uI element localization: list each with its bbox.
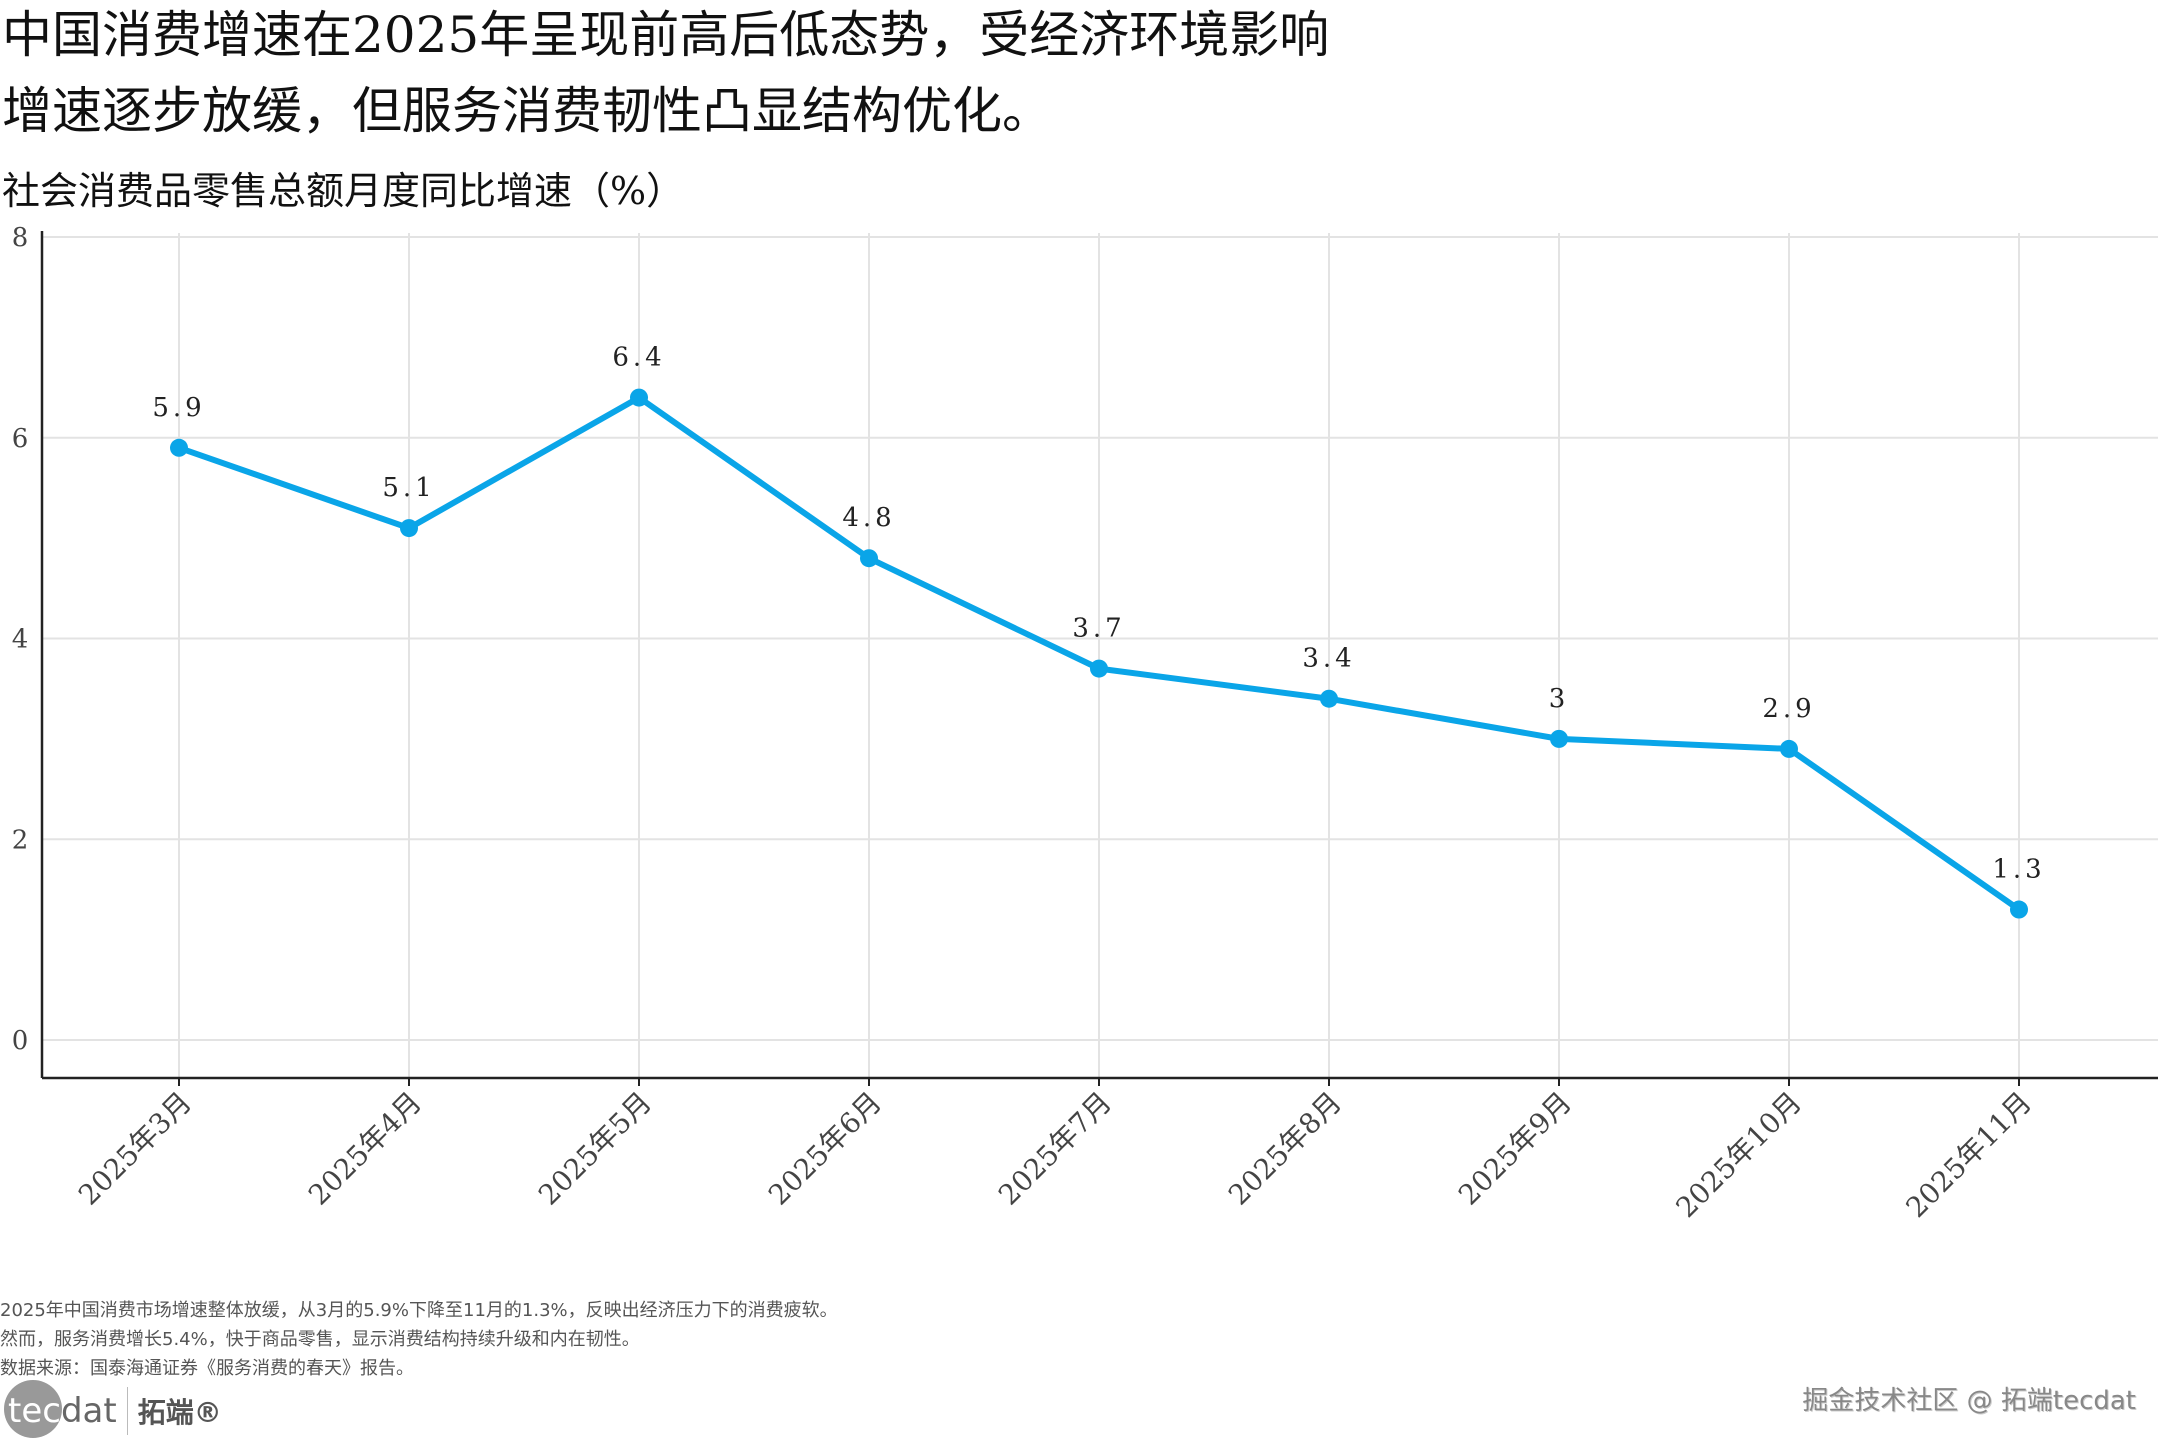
x-tick-label: 2025年10月	[1669, 1086, 1808, 1225]
data-point	[1550, 729, 1568, 748]
data-point	[860, 549, 878, 568]
note-source: 数据来源：国泰海通证券《服务消费的春天》报告。	[0, 1358, 414, 1379]
note-2: 然而，服务消费增长5.4%，快于商品零售，显示消费结构持续升级和内在韧性。	[0, 1329, 640, 1350]
x-tick-label: 2025年8月	[1222, 1086, 1348, 1212]
x-tick-label: 2025年4月	[302, 1086, 428, 1212]
note-1: 2025年中国消费市场增速整体放缓，从3月的5.9%下降至11月的1.3%，反映…	[0, 1300, 838, 1321]
data-point	[2010, 900, 2028, 919]
line-chart: 0 2 4 6 8 2025年3月 2025年4月 2025年5月 2025年6月 2025年7月…	[12, 223, 2158, 1225]
logo-circle	[4, 1380, 62, 1438]
data-label: 3.4	[1302, 644, 1355, 674]
x-tick-label: 2025年11月	[1899, 1086, 2038, 1225]
x-tick-label: 2025年7月	[992, 1086, 1118, 1212]
data-label: 1.3	[1992, 855, 2045, 885]
logo-cn: 拓端®	[137, 1396, 222, 1429]
logo-divider	[126, 1387, 128, 1435]
data-label: 4.8	[842, 503, 895, 533]
logo-dat: dat	[60, 1391, 117, 1431]
x-tick-label: 2025年6月	[762, 1086, 888, 1212]
y-tick-label: 8	[12, 223, 29, 253]
y-tick-label: 4	[12, 625, 29, 655]
data-label: 5.9	[152, 393, 205, 423]
data-point	[1320, 689, 1338, 708]
x-tick-label: 2025年3月	[72, 1086, 198, 1212]
data-label: 2.9	[1762, 694, 1815, 724]
x-tick-label: 2025年5月	[532, 1086, 658, 1212]
data-label: 3	[1549, 684, 1570, 714]
footnotes: 2025年中国消费市场增速整体放缓，从3月的5.9%下降至11月的1.3%，反映…	[0, 1296, 838, 1383]
x-tick-label: 2025年9月	[1452, 1086, 1578, 1212]
watermark: 掘金技术社区 @ 拓端tecdat	[1802, 1386, 2136, 1416]
tecdat-logo: tec dat 拓端®	[4, 1380, 222, 1442]
data-label: 5.1	[382, 473, 435, 503]
data-point	[170, 438, 188, 457]
logo-tec: tec	[8, 1391, 61, 1431]
data-point	[630, 388, 648, 407]
data-point	[400, 519, 418, 538]
y-tick-label: 6	[12, 424, 29, 454]
data-label: 6.4	[612, 343, 665, 373]
chart-subtitle: 社会消费品零售总额月度同比增速（%）	[2, 169, 685, 213]
chart-title-line-2: 增速逐步放缓，但服务消费韧性凸显结构优化。	[2, 82, 1052, 140]
data-point	[1780, 739, 1798, 758]
data-label: 3.7	[1072, 614, 1125, 644]
y-tick-label: 2	[12, 825, 29, 855]
y-tick-label: 0	[12, 1026, 29, 1056]
data-point	[1090, 659, 1108, 678]
chart-title-line-1: 中国消费增速在2025年呈现前高后低态势，受经济环境影响	[2, 6, 1330, 64]
